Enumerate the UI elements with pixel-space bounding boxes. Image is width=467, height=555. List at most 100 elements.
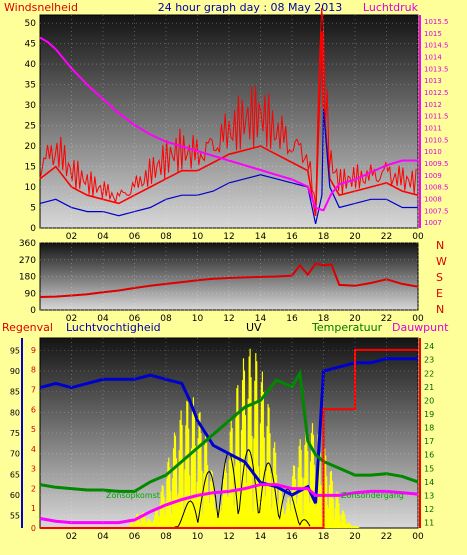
wind-average-line xyxy=(39,109,418,225)
x-tick-label: 22 xyxy=(381,232,392,242)
page-title: 24 hour graph day : 08 May 2013 xyxy=(158,1,343,14)
pressure-y-tick: 1013.5 xyxy=(424,65,449,73)
temperature-y-tick: 12 xyxy=(424,505,434,514)
x-tick-label: 00 xyxy=(412,232,424,242)
compass-label: E xyxy=(436,287,443,300)
temperature-y-tick: 24 xyxy=(424,342,434,351)
rain-y-tick: 2 xyxy=(31,484,36,493)
x-tick-label: 04 xyxy=(97,532,109,542)
x-tick-label: 08 xyxy=(160,314,172,324)
pressure-y-tick: 1015.5 xyxy=(424,18,449,26)
humidity-y-tick: 60 xyxy=(10,491,20,500)
direction-y-tick: 270 xyxy=(19,256,36,266)
rain-y-tick: 5 xyxy=(31,425,36,434)
pressure-y-tick: 1010.5 xyxy=(424,136,449,144)
humidity-y-tick: 70 xyxy=(10,450,20,459)
x-tick-label: 08 xyxy=(160,532,172,542)
rain-y-tick: 7 xyxy=(31,385,36,394)
wind-y-tick: 0 xyxy=(30,224,36,234)
pressure-y-tick: 1007.5 xyxy=(424,207,449,215)
x-tick-label: 14 xyxy=(255,532,267,542)
rain-y-tick: 8 xyxy=(31,366,36,375)
pressure-y-tick: 1008 xyxy=(424,195,442,203)
pressure-y-tick: 1013 xyxy=(424,77,442,85)
x-tick-label: 16 xyxy=(286,314,298,324)
x-tick-label: 08 xyxy=(160,232,172,242)
compass-label: N xyxy=(436,239,444,252)
sunset-annotation: Zonsondergang xyxy=(341,491,404,500)
solar-line xyxy=(173,449,311,529)
temperature-y-tick: 22 xyxy=(424,369,434,378)
temperature-y-tick: 15 xyxy=(424,464,434,473)
wind-speed-line xyxy=(39,31,419,216)
dewpoint-label: Dauwpunt xyxy=(392,321,449,334)
temperature-y-tick: 11 xyxy=(424,519,434,528)
x-tick-label: 06 xyxy=(129,314,141,324)
direction-y-tick: 180 xyxy=(19,273,36,283)
humidity-y-tick: 85 xyxy=(10,388,20,397)
wind-direction-plot-area xyxy=(39,242,419,311)
compass-label: W xyxy=(436,255,447,268)
wind-direction-line xyxy=(39,262,419,298)
temperature-y-tick: 21 xyxy=(424,383,434,392)
x-tick-label: 16 xyxy=(286,532,298,542)
direction-y-tick: 360 xyxy=(19,239,36,249)
wind-y-tick: 40 xyxy=(25,60,37,70)
x-tick-label: 20 xyxy=(349,232,361,242)
humidity-label: Luchtvochtigheid xyxy=(66,321,161,334)
wind-y-tick: 20 xyxy=(25,142,37,152)
temperature-y-tick: 23 xyxy=(424,356,434,365)
pressure-y-tick: 1014.5 xyxy=(424,42,449,50)
rain-y-tick: 0 xyxy=(31,524,36,533)
x-tick-label: 14 xyxy=(255,232,267,242)
rain-y-tick: 3 xyxy=(31,465,36,474)
wind-y-tick: 15 xyxy=(25,163,36,173)
x-tick-label: 00 xyxy=(412,532,424,542)
x-tick-label: 04 xyxy=(97,314,109,324)
x-tick-label: 02 xyxy=(66,232,77,242)
humidity-y-tick: 90 xyxy=(10,367,20,376)
x-tick-label: 00 xyxy=(412,314,424,324)
temperature-line xyxy=(39,368,419,493)
rain-y-tick: 1 xyxy=(31,504,36,513)
direction-y-tick: 90 xyxy=(25,289,37,299)
wind-y-tick: 30 xyxy=(25,101,37,111)
x-tick-label: 18 xyxy=(318,314,330,324)
pressure-y-tick: 1012 xyxy=(424,101,442,109)
pressure-y-tick: 1007 xyxy=(424,219,442,227)
temperature-y-tick: 20 xyxy=(424,396,434,405)
humidity-y-tick: 95 xyxy=(10,346,20,355)
pressure-y-tick: 1011.5 xyxy=(424,113,449,121)
wind-y-tick: 45 xyxy=(25,40,36,50)
x-tick-label: 12 xyxy=(223,232,234,242)
x-tick-label: 20 xyxy=(349,314,361,324)
wind-y-tick: 50 xyxy=(25,19,37,29)
humidity-line xyxy=(39,357,418,504)
wind-y-tick: 25 xyxy=(25,122,36,132)
pressure-y-tick: 1009 xyxy=(424,172,442,180)
x-tick-label: 20 xyxy=(349,532,361,542)
x-tick-label: 18 xyxy=(318,532,330,542)
uv-label: UV xyxy=(246,321,262,334)
humidity-y-tick: 55 xyxy=(10,512,20,521)
pressure-y-tick: 1009.5 xyxy=(424,160,449,168)
x-tick-label: 12 xyxy=(223,314,234,324)
rain-label: Regenval xyxy=(2,321,53,334)
temperature-y-tick: 18 xyxy=(424,424,434,433)
pressure-y-tick: 1014 xyxy=(424,53,442,61)
rain-y-tick: 9 xyxy=(31,346,36,355)
x-tick-label: 10 xyxy=(192,314,204,324)
x-tick-label: 02 xyxy=(66,314,77,324)
x-tick-label: 12 xyxy=(223,532,234,542)
x-tick-label: 02 xyxy=(66,532,77,542)
sunrise-annotation: Zonsopkomst xyxy=(106,491,160,500)
x-tick-label: 14 xyxy=(255,314,267,324)
right-title: Luchtdruk xyxy=(363,1,419,14)
rain-line xyxy=(40,348,418,529)
direction-y-tick: 0 xyxy=(30,306,36,316)
humidity-y-tick: 65 xyxy=(10,470,20,479)
x-tick-label: 22 xyxy=(381,314,392,324)
temperature-y-tick: 19 xyxy=(424,410,434,419)
x-tick-label: 16 xyxy=(286,232,298,242)
